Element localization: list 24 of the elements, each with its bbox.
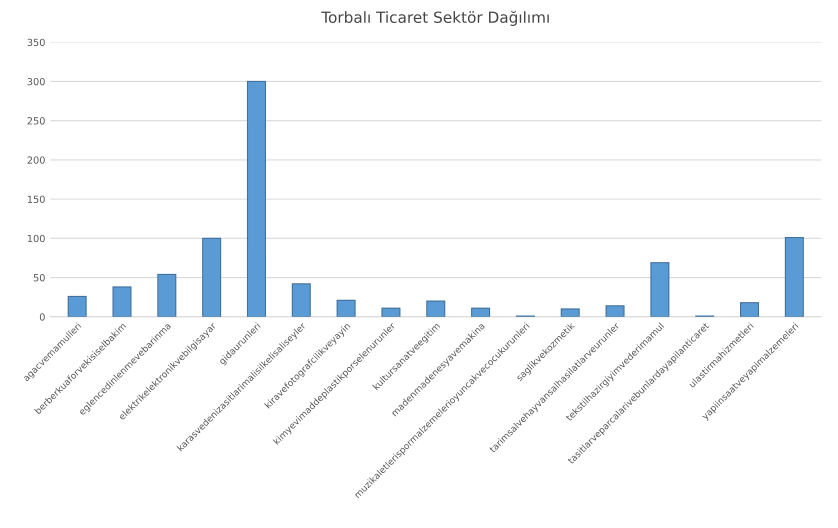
bar xyxy=(157,274,176,317)
bar xyxy=(650,262,670,317)
y-tick-label: 300 xyxy=(28,78,45,86)
bar xyxy=(784,237,804,317)
y-tick-label: 250 xyxy=(28,117,45,125)
y-tick-label: 200 xyxy=(28,156,45,164)
bar xyxy=(336,300,356,317)
y-tick-label: 50 xyxy=(34,274,45,282)
bar xyxy=(292,283,311,317)
chart-title: Torbalı Ticaret Sektör Dağılımı xyxy=(321,10,549,26)
bar xyxy=(471,308,490,317)
bar xyxy=(560,308,580,317)
bar xyxy=(246,80,266,317)
bar xyxy=(112,286,132,317)
y-tick-label: 150 xyxy=(28,196,45,203)
y-tick-label: 350 xyxy=(28,38,45,46)
bar xyxy=(68,296,87,317)
y-tick-label: 100 xyxy=(28,234,45,242)
bar xyxy=(381,308,400,317)
bar xyxy=(426,300,446,317)
bar xyxy=(740,302,760,317)
bar xyxy=(606,305,625,317)
y-tick-label: 0 xyxy=(40,313,45,321)
bar xyxy=(202,238,222,317)
